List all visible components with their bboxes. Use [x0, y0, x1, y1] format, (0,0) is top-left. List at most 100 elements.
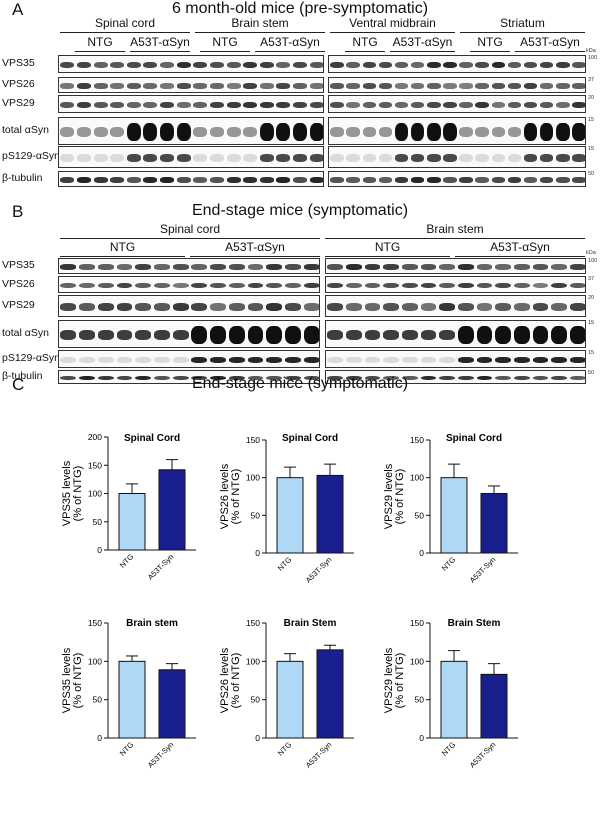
- bar-a53t-syn: [158, 469, 186, 551]
- blot-band: [143, 177, 158, 183]
- blot-band: [276, 61, 291, 69]
- blot-band: [556, 101, 570, 109]
- blot-band: [259, 154, 274, 162]
- blot-row-label: VPS29: [2, 97, 35, 109]
- blot-band: [507, 101, 522, 109]
- blot-band: [383, 264, 400, 270]
- blot-band: [228, 325, 245, 345]
- blot-band: [110, 127, 125, 137]
- blot-band: [210, 356, 226, 364]
- blot-band: [210, 375, 226, 381]
- blot-band: [93, 83, 108, 89]
- blot-band: [60, 303, 77, 311]
- blot-band: [303, 356, 319, 364]
- region-underline: [460, 32, 585, 33]
- group-label: A53T-αSyn: [225, 240, 285, 254]
- blot-band: [143, 83, 158, 89]
- blot-band: [362, 83, 377, 89]
- blot-band: [228, 303, 245, 311]
- blot-band: [420, 282, 437, 289]
- blot-row-label: VPS35: [2, 259, 35, 271]
- blot-band: [191, 356, 208, 364]
- y-axis-label: VPS35 levels: [61, 460, 73, 526]
- blot-band: [346, 303, 362, 311]
- blot-band: [513, 303, 530, 311]
- mw-unit: kDa: [586, 48, 596, 54]
- y-tick-label: 50: [93, 695, 103, 705]
- blot-band: [427, 122, 441, 142]
- blot-band: [402, 375, 418, 381]
- blot-band: [60, 101, 75, 109]
- blot-band: [378, 61, 393, 69]
- blot-band: [523, 61, 538, 69]
- blot-band: [556, 83, 570, 89]
- bar-a53t-syn: [158, 669, 186, 739]
- blot-strip-right: [325, 350, 586, 368]
- blot-band: [327, 282, 344, 289]
- blot-strip-left: [58, 117, 324, 145]
- blot-band: [285, 325, 301, 345]
- blot-band: [532, 325, 549, 345]
- blot-band: [176, 154, 191, 162]
- blot-band: [93, 154, 108, 162]
- group-underline: [515, 51, 585, 52]
- blot-band: [276, 154, 291, 162]
- blot-band: [79, 282, 95, 289]
- blot-band: [266, 264, 283, 270]
- blot-band: [378, 154, 393, 162]
- bar-ntg: [276, 660, 304, 739]
- blot-band: [507, 61, 522, 69]
- blot-band: [410, 177, 425, 183]
- panel-c-letter: C: [12, 375, 25, 394]
- blot-band: [475, 127, 489, 137]
- blot-band: [383, 330, 400, 340]
- blot-band: [60, 282, 77, 289]
- blot-band: [60, 177, 75, 183]
- blot-band: [110, 61, 125, 69]
- blot-band: [293, 122, 308, 142]
- x-tick-label: NTG: [440, 740, 458, 758]
- blot-band: [293, 61, 308, 69]
- region-label: Striatum: [500, 16, 545, 30]
- panel-b-letter: B: [12, 202, 24, 221]
- blot-band: [276, 83, 291, 89]
- group-underline: [75, 51, 125, 52]
- y-tick-label: 50: [415, 510, 425, 520]
- blot-band: [394, 122, 409, 142]
- blot-strip-left: [58, 276, 320, 293]
- blot-band: [97, 330, 114, 340]
- group-label: NTG: [212, 35, 238, 49]
- y-axis-label: VPS26 levels: [219, 647, 231, 713]
- panel-c-title: End-stage mice (symptomatic): [191, 375, 409, 392]
- blot-band: [476, 356, 493, 364]
- blot-band: [476, 282, 493, 289]
- blot-band: [176, 83, 191, 89]
- blot-band: [60, 356, 77, 364]
- blot-band: [143, 61, 158, 69]
- blot-band: [410, 101, 425, 109]
- blot-band: [362, 101, 377, 109]
- blot-band: [226, 61, 241, 69]
- blot-band: [259, 101, 274, 109]
- blot-band: [362, 61, 377, 69]
- blot-band: [346, 264, 362, 270]
- blot-band: [476, 375, 493, 381]
- blot-band: [551, 264, 567, 270]
- blot-band: [228, 282, 245, 289]
- blot-band: [330, 154, 344, 162]
- mw-marker: 20: [588, 295, 595, 301]
- blot-band: [327, 356, 344, 364]
- blot-band: [97, 303, 114, 311]
- blot-band: [346, 177, 360, 183]
- blot-band: [193, 61, 208, 69]
- y-tick-label: 200: [88, 432, 102, 442]
- blot-band: [402, 282, 418, 289]
- blot-band: [210, 303, 226, 311]
- blot-band: [327, 375, 344, 381]
- group-underline: [255, 51, 325, 52]
- blot-band: [346, 61, 360, 69]
- blot-band: [259, 177, 274, 183]
- blot-band: [569, 325, 585, 345]
